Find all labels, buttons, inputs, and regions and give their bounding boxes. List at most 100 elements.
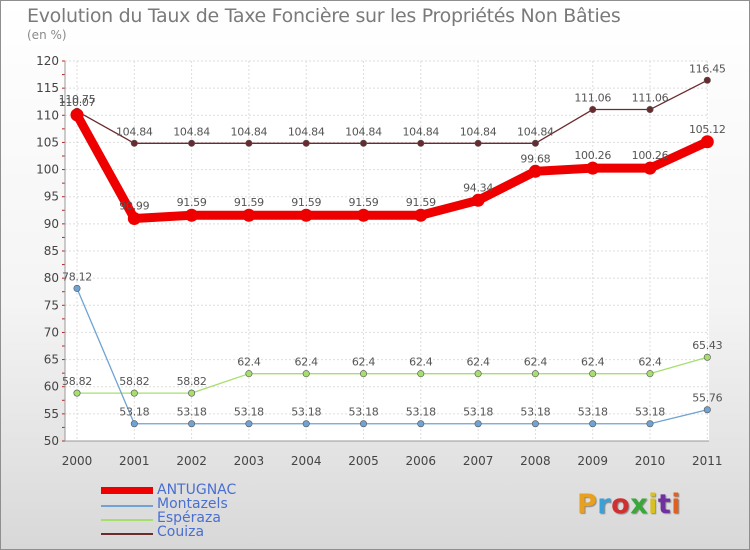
y-tick-label: 105 xyxy=(36,135,59,149)
legend-label-couiza: Couiza xyxy=(157,524,205,540)
data-label: 58.82 xyxy=(119,375,149,388)
data-point xyxy=(417,420,425,428)
logo-letter: t xyxy=(657,489,672,520)
data-point xyxy=(643,161,657,175)
data-label: 53.18 xyxy=(463,406,493,419)
data-point xyxy=(188,139,196,147)
data-point xyxy=(589,420,597,428)
y-tick-label: 80 xyxy=(44,271,59,285)
data-label: 53.18 xyxy=(406,406,436,419)
data-point xyxy=(359,420,367,428)
data-point xyxy=(417,370,425,378)
data-point xyxy=(73,284,81,292)
y-tick-label: 65 xyxy=(44,353,59,367)
chart-title: Evolution du Taux de Taxe Foncière sur l… xyxy=(27,5,621,27)
data-label: 53.18 xyxy=(234,406,264,419)
data-point xyxy=(188,389,196,397)
data-label: 65.43 xyxy=(692,339,722,352)
data-label: 100.26 xyxy=(574,149,611,162)
data-point xyxy=(528,164,542,178)
data-label: 53.18 xyxy=(119,406,149,419)
data-label: 62.4 xyxy=(237,356,261,369)
data-label: 53.18 xyxy=(349,406,379,419)
data-label: 53.18 xyxy=(635,406,665,419)
data-label: 104.84 xyxy=(116,125,153,138)
y-tick-label: 75 xyxy=(44,298,59,312)
data-label: 116.45 xyxy=(689,62,726,75)
x-tick-label: 2006 xyxy=(406,454,437,468)
x-tick-label: 2002 xyxy=(176,454,207,468)
data-point xyxy=(302,139,310,147)
data-label: 99.68 xyxy=(520,152,550,165)
data-label: 62.4 xyxy=(524,356,548,369)
legend-swatch-montazels xyxy=(101,505,153,507)
y-tick-label: 95 xyxy=(44,190,59,204)
data-point xyxy=(646,106,654,114)
data-point xyxy=(586,161,600,175)
data-point xyxy=(414,208,428,222)
data-point xyxy=(703,353,711,361)
data-point xyxy=(245,420,253,428)
data-point xyxy=(703,406,711,414)
data-label: 53.18 xyxy=(291,406,321,419)
data-label: 100.26 xyxy=(632,149,669,162)
legend-swatch-antugnac xyxy=(101,487,153,494)
data-point xyxy=(471,193,485,207)
data-point xyxy=(700,135,714,149)
data-label: 105.12 xyxy=(689,123,726,136)
data-label: 104.84 xyxy=(402,125,439,138)
data-label: 104.84 xyxy=(173,125,210,138)
series-line-couiza xyxy=(76,79,708,144)
data-label: 90.99 xyxy=(119,199,149,212)
data-label: 62.4 xyxy=(466,356,490,369)
y-tick-label: 120 xyxy=(36,54,59,68)
logo-letter: P xyxy=(577,489,598,520)
data-point xyxy=(359,139,367,147)
data-point xyxy=(589,370,597,378)
y-tick-label: 60 xyxy=(44,380,59,394)
data-label: 91.59 xyxy=(406,196,436,209)
x-tick-label: 2010 xyxy=(635,454,666,468)
data-point xyxy=(299,208,313,222)
data-point xyxy=(417,139,425,147)
data-point xyxy=(302,420,310,428)
y-tick-label: 50 xyxy=(44,434,59,448)
data-label: 58.82 xyxy=(177,375,207,388)
data-label: 104.84 xyxy=(460,125,497,138)
y-tick-label: 90 xyxy=(44,217,59,231)
data-point xyxy=(474,139,482,147)
data-label: 110.75 xyxy=(59,93,96,106)
logo-letter: i xyxy=(671,489,682,520)
data-point xyxy=(245,370,253,378)
data-label: 53.18 xyxy=(177,406,207,419)
data-label: 62.4 xyxy=(352,356,376,369)
data-point xyxy=(70,108,84,122)
data-label: 55.76 xyxy=(692,392,722,405)
y-tick-label: 85 xyxy=(44,244,59,258)
data-point xyxy=(531,370,539,378)
data-point xyxy=(589,106,597,114)
x-tick-label: 2004 xyxy=(291,454,322,468)
x-tick-label: 2007 xyxy=(463,454,494,468)
data-point xyxy=(242,208,256,222)
series-line-montazels xyxy=(76,287,708,425)
data-label: 78.12 xyxy=(62,270,92,283)
data-label: 62.4 xyxy=(409,356,433,369)
data-point xyxy=(245,139,253,147)
x-tick-label: 2000 xyxy=(62,454,93,468)
data-label: 111.06 xyxy=(574,92,611,105)
data-label: 110.07 xyxy=(59,96,96,109)
x-tick-label: 2003 xyxy=(234,454,265,468)
logo-letter: r xyxy=(597,489,612,520)
data-label: 58.82 xyxy=(62,375,92,388)
y-tick-label: 100 xyxy=(36,163,59,177)
legend-label-antugnac: ANTUGNAC xyxy=(157,482,237,498)
x-tick-label: 2005 xyxy=(348,454,379,468)
legend-label-montazels: Montazels xyxy=(157,496,228,512)
data-point xyxy=(130,389,138,397)
data-label: 91.59 xyxy=(234,196,264,209)
data-label: 91.59 xyxy=(349,196,379,209)
legend-swatch-esperaza xyxy=(101,519,153,521)
series-line-espéraza xyxy=(76,356,708,394)
